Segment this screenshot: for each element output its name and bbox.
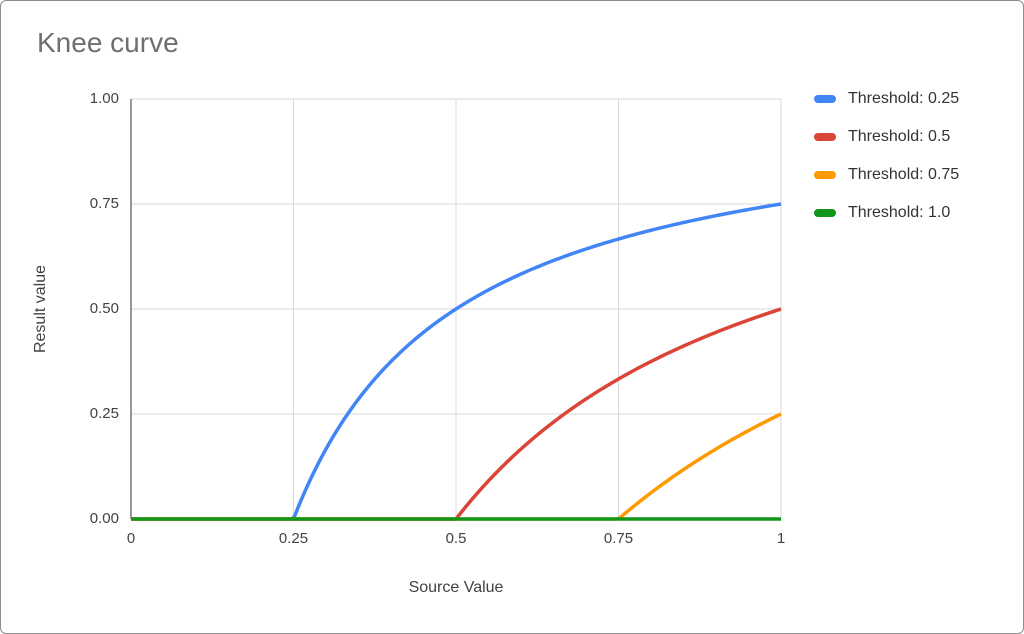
legend-item: Threshold: 0.5 <box>814 118 959 156</box>
chart-title: Knee curve <box>37 27 179 58</box>
legend-item: Threshold: 1.0 <box>814 194 959 232</box>
legend-item: Threshold: 0.25 <box>814 80 959 118</box>
y-tick-label: 0.25 <box>89 405 119 422</box>
x-axis-title: Source Value <box>408 579 504 596</box>
legend-label: Threshold: 0.5 <box>848 128 951 145</box>
legend-item: Threshold: 0.75 <box>814 156 959 194</box>
legend-swatch <box>814 133 836 141</box>
legend-swatch <box>814 209 836 217</box>
legend: Threshold: 0.25 Threshold: 0.5 Threshold: … <box>814 80 959 232</box>
y-axis-title: Result value <box>32 264 49 354</box>
y-tick-label: 0.50 <box>89 300 119 317</box>
x-tick-label: 0.75 <box>603 530 634 547</box>
legend-label: Threshold: 0.75 <box>848 166 960 183</box>
x-tick-label: 0 <box>126 530 136 547</box>
legend-swatch <box>814 171 836 179</box>
x-tick-label: 0.25 <box>278 530 309 547</box>
legend-swatch <box>814 95 836 103</box>
x-tick-label: 0.5 <box>445 530 467 547</box>
y-tick-label: 0.00 <box>89 510 119 527</box>
x-tick-label: 1 <box>776 530 786 547</box>
legend-label: Threshold: 0.25 <box>848 90 960 107</box>
y-tick-label: 0.75 <box>89 195 119 212</box>
y-tick-label: 1.00 <box>89 90 119 107</box>
legend-label: Threshold: 1.0 <box>848 204 951 221</box>
